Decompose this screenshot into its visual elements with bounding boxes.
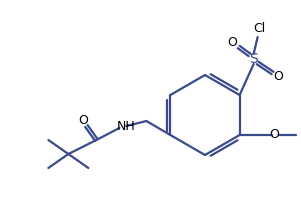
Text: O: O [228,37,237,49]
Text: O: O [79,115,88,127]
Text: O: O [274,71,284,83]
Text: S: S [249,52,258,66]
Text: NH: NH [117,120,136,132]
Text: O: O [270,129,280,141]
Text: Cl: Cl [253,23,266,35]
